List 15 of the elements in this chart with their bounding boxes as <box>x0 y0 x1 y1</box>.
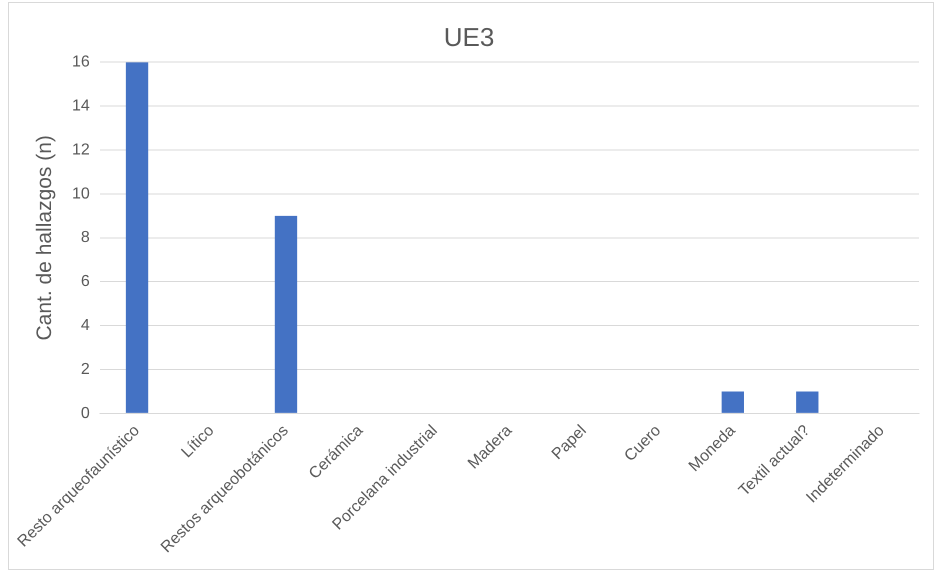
y-tick-label: 16 <box>72 54 90 71</box>
bar <box>796 391 818 413</box>
bar <box>722 391 744 413</box>
bar <box>274 216 298 413</box>
chart-title: UE3 <box>444 22 494 52</box>
bar <box>126 62 148 413</box>
y-tick-label: 4 <box>80 317 90 334</box>
y-tick-label: 2 <box>80 360 90 378</box>
y-tick-label: 12 <box>72 141 90 158</box>
y-tick-label: 6 <box>80 273 90 290</box>
y-tick-label: 10 <box>72 185 90 202</box>
y-axis-title: Cant. de hallazgos (n) <box>33 135 56 341</box>
y-tick-label: 14 <box>72 98 90 115</box>
y-tick-label: 0 <box>80 404 90 422</box>
y-tick-label: 8 <box>80 229 90 246</box>
